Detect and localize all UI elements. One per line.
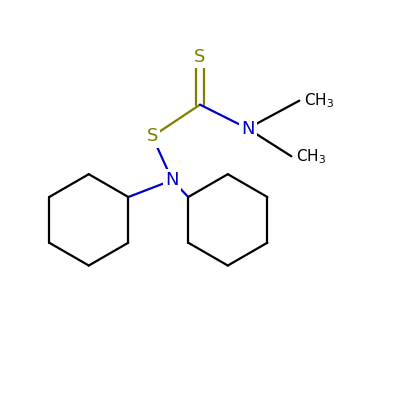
Text: S: S bbox=[194, 48, 206, 66]
Text: N: N bbox=[166, 171, 179, 189]
Text: CH$_3$: CH$_3$ bbox=[304, 91, 334, 110]
Text: N: N bbox=[241, 120, 254, 138]
Text: CH$_3$: CH$_3$ bbox=[296, 147, 326, 166]
Text: S: S bbox=[147, 128, 158, 146]
